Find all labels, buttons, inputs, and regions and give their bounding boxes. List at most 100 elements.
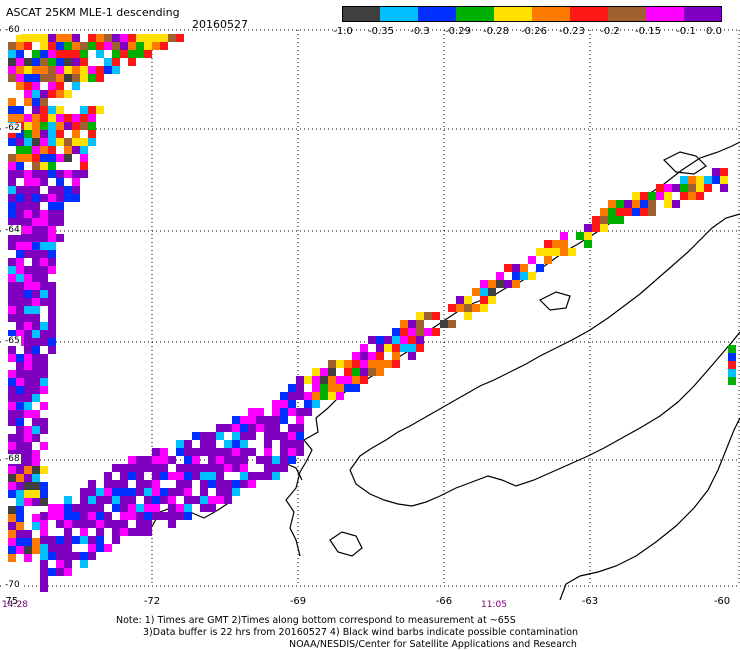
swath-pixel <box>664 192 672 200</box>
swath-pixel <box>32 410 40 418</box>
swath-pixel <box>80 170 88 178</box>
swath-pixel <box>192 472 200 480</box>
swath-pixel <box>16 210 24 218</box>
swath-pixel <box>640 192 648 200</box>
swath-pixel <box>16 330 24 338</box>
swath-pixel <box>48 544 56 552</box>
swath-pixel <box>352 376 360 384</box>
swath-pixel <box>16 426 24 434</box>
swath-pixel <box>280 400 288 408</box>
swath-pixel <box>56 504 64 512</box>
swath-pixel <box>24 186 32 194</box>
swath-pixel <box>8 298 16 306</box>
swath-pixel <box>560 232 568 240</box>
swath-pixel <box>24 34 32 42</box>
swath-pixel <box>320 392 328 400</box>
swath-pixel <box>8 130 16 138</box>
swath-pixel <box>528 256 536 264</box>
swath-pixel <box>112 464 120 472</box>
swath-pixel <box>40 106 48 114</box>
swath-pixel <box>352 360 360 368</box>
swath-pixel <box>24 250 32 258</box>
swath-pixel <box>80 42 88 50</box>
swath-pixel <box>112 50 120 58</box>
colorbar-label: -0.1 <box>676 26 696 37</box>
swath-pixel <box>48 146 56 154</box>
swath-pixel <box>96 106 104 114</box>
swath-pixel <box>8 506 16 514</box>
swath-pixel <box>48 504 56 512</box>
swath-pixel <box>24 322 32 330</box>
swath-pixel <box>456 304 464 312</box>
swath-pixel <box>40 362 48 370</box>
swath-pixel <box>8 154 16 162</box>
swath-pixel <box>56 178 64 186</box>
colorbar-label: -0.2 <box>600 26 620 37</box>
swath-pixel <box>312 376 320 384</box>
swath-pixel <box>184 472 192 480</box>
swath-pixel <box>40 552 48 560</box>
swath-pixel <box>72 138 80 146</box>
swath-pixel <box>24 394 32 402</box>
swath-pixel <box>712 176 720 184</box>
swath-pixel <box>32 130 40 138</box>
swath-pixel <box>32 34 40 42</box>
swath-pixel <box>64 186 72 194</box>
swath-pixel <box>48 218 56 226</box>
swath-pixel <box>280 448 288 456</box>
colorbar <box>342 6 722 22</box>
swath-pixel <box>144 34 152 42</box>
swath-pixel <box>72 50 80 58</box>
swath-pixel <box>24 362 32 370</box>
swath-pixel <box>216 464 224 472</box>
swath-pixel <box>56 42 64 50</box>
note-line: NOAA/NESDIS/Center for Satellite Applica… <box>289 639 577 650</box>
swath-pixel <box>608 216 616 224</box>
swath-pixel <box>16 42 24 50</box>
swath-pixel <box>40 330 48 338</box>
swath-pixel <box>152 488 160 496</box>
swath-pixel <box>120 464 128 472</box>
swath-pixel <box>128 34 136 42</box>
swath-pixel <box>40 66 48 74</box>
swath-pixel <box>512 264 520 272</box>
swath-pixel <box>8 186 16 194</box>
note-line: 3)Data buffer is 22 hrs from 20160527 4)… <box>143 627 579 638</box>
swath-pixel <box>376 336 384 344</box>
swath-pixel <box>56 234 64 242</box>
swath-pixel <box>24 74 32 82</box>
swath-pixel <box>40 50 48 58</box>
swath-pixel <box>128 50 136 58</box>
swath-pixel <box>16 202 24 210</box>
swath-pixel <box>8 162 16 170</box>
swath-pixel <box>96 42 104 50</box>
swath-pixel <box>632 200 640 208</box>
swath-pixel <box>344 384 352 392</box>
swath-pixel <box>80 552 88 560</box>
swath-pixel <box>88 130 96 138</box>
lon-label: -69 <box>289 596 307 607</box>
swath-pixel <box>40 210 48 218</box>
swath-pixel <box>8 218 16 226</box>
swath-pixel <box>16 130 24 138</box>
swath-pixel <box>48 114 56 122</box>
swath-pixel <box>40 442 48 450</box>
colorbar-segment <box>418 6 456 22</box>
swath-pixel <box>368 360 376 368</box>
swath-pixel <box>56 544 64 552</box>
swath-pixel <box>72 122 80 130</box>
swath-pixel <box>104 480 112 488</box>
colorbar-label: -0.26 <box>521 26 547 37</box>
swath-pixel <box>464 312 472 320</box>
swath-pixel <box>40 378 48 386</box>
swath-pixel <box>40 512 48 520</box>
swath-pixel <box>512 280 520 288</box>
swath-pixel <box>32 418 40 426</box>
swath-pixel <box>616 200 624 208</box>
swath-pixel <box>8 258 16 266</box>
swath-pixel <box>96 34 104 42</box>
swath-pixel <box>408 352 416 360</box>
swath-pixel <box>304 376 312 384</box>
swath-pixel <box>32 450 40 458</box>
swath-pixel <box>208 464 216 472</box>
